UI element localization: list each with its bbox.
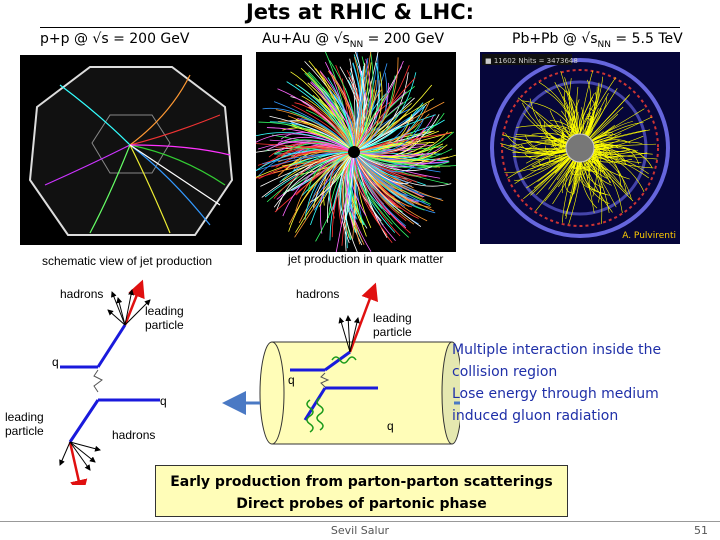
auau-label: Au+Au @ √sNN = 200 GeV	[262, 31, 445, 50]
pp-event-display	[20, 55, 242, 245]
pbpb-event-display: ■ 11602 Nhits = 3473648 A. Pulvirenti	[480, 52, 680, 244]
label-hadrons-top: hadrons	[60, 287, 104, 301]
label-q-bottom: q	[160, 394, 167, 408]
label-leading-particle-qm: leading particle	[373, 311, 412, 339]
jet-production-diagram	[59, 279, 160, 485]
label-q-top: q	[52, 355, 59, 369]
page-number: 51	[694, 524, 708, 537]
label-q-left-qm: q	[288, 373, 295, 387]
early-production-banner: Early production from parton-parton scat…	[155, 465, 568, 517]
label-q-bottom-qm: q	[387, 419, 394, 433]
quark-matter-diagram	[222, 282, 460, 445]
label-leading-particle-bottom: leading particle	[5, 410, 44, 438]
label-leading-particle-top: leading particle	[145, 304, 184, 332]
label-hadrons-qm: hadrons	[296, 287, 340, 301]
multiple-interaction-text: Multiple interaction inside the collisio…	[452, 342, 662, 424]
pbpb-stamp: ■ 11602 Nhits = 3473648	[485, 57, 578, 65]
pbpb-label: Pb+Pb @ √sNN = 5.5 TeV	[512, 31, 683, 50]
title-underline	[40, 27, 680, 28]
schematic-caption: schematic view of jet production	[42, 254, 213, 268]
label-hadrons-bottom: hadrons	[112, 428, 156, 442]
author-footer: Sevil Salur	[330, 524, 390, 537]
quark-matter-caption: jet production in quark matter	[288, 252, 444, 266]
pbpb-credit: A. Pulvirenti	[622, 231, 676, 241]
footer-divider	[0, 521, 720, 522]
auau-event-display	[256, 52, 456, 252]
slide-title: Jets at RHIC & LHC:	[245, 0, 475, 24]
pp-label: p+p @ √s = 200 GeV	[40, 31, 190, 47]
